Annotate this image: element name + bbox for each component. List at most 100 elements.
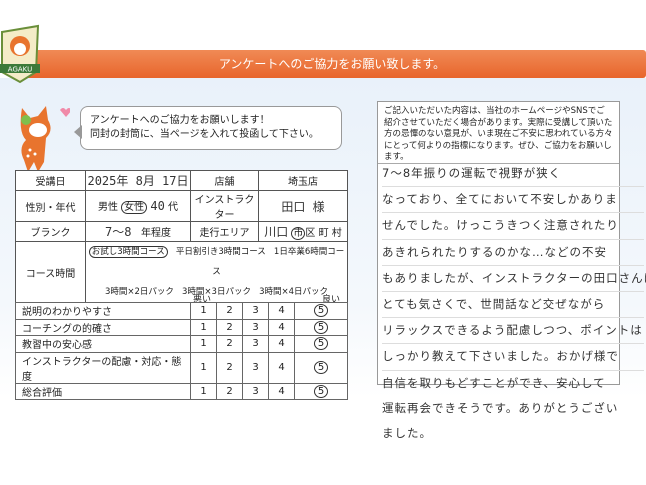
rating-number: 1	[200, 362, 207, 373]
rating-option: 2	[216, 318, 244, 336]
rating-number: 4	[278, 321, 285, 333]
rating-number: 4	[278, 385, 285, 397]
comment-line: とても気さくで、世間話など交ぜながら	[382, 292, 644, 319]
rating-row: 説明のわかりやすさ 1 2 3 4 5	[15, 302, 348, 320]
rating-option: 1	[189, 302, 218, 320]
rating-option: 5	[294, 302, 348, 320]
rating-label: インストラクターの配慮・対応・態度	[15, 351, 191, 384]
rating-option: 3	[242, 382, 270, 400]
course-option: 3時間×2日パック	[104, 287, 174, 297]
svg-text:AGAKU: AGAKU	[8, 66, 32, 74]
course-label: コース時間	[15, 241, 86, 303]
handwritten-comment: 7～8年振りの運転で視野が狭く なっており、全てにおいて不安しかありま せんでした。…	[382, 161, 646, 446]
city-option-circled: 市	[291, 227, 306, 240]
scale-high-label: 良い	[322, 295, 341, 305]
rating-option: 3	[242, 318, 270, 336]
course-option: 平日割引き3時間コース	[175, 247, 266, 257]
rating-number: 3	[252, 362, 259, 373]
rating-number: 4	[278, 305, 285, 317]
rating-number: 1	[200, 338, 207, 350]
course-option: 3時間×3日パック	[182, 287, 251, 297]
course-option: 1日卒業6時間コース	[212, 247, 345, 277]
rating-number: 1	[200, 321, 207, 333]
rating-label: 教習中の安心感	[15, 335, 191, 353]
rating-option: 5	[294, 351, 348, 384]
rating-option: 5	[294, 382, 348, 400]
female-option-circled: 女性	[121, 201, 148, 214]
store-value: 埼玉店	[258, 170, 348, 191]
rating-number: 2	[226, 338, 233, 350]
rating-number: 1	[200, 385, 207, 397]
date-value: 2025年 8月 17日	[85, 170, 191, 191]
gender-age-value: 男性 女性 40 代	[85, 190, 191, 222]
rating-row: インストラクターの配慮・対応・態度 1 2 3 4 5	[15, 351, 348, 384]
scale-low-label: 悪い	[193, 295, 212, 305]
selected-rating: 5	[314, 361, 329, 374]
deer-mascot-icon	[20, 106, 70, 172]
ratings-table: 説明のわかりやすさ 1 2 3 4 5 コーチングの的確さ 1 2 3 4 5 教習中の安心感 1 2 3 4 5…	[15, 302, 348, 400]
comment-line: もありましたが、インストラクターの田口さんは	[382, 266, 646, 293]
rating-row: 教習中の安心感 1 2 3 4 5	[15, 335, 348, 353]
instructor-label: インストラクター	[190, 190, 259, 222]
comment-line: しっかり教えて下さいました。おかげ様で	[382, 344, 644, 371]
rating-option: 4	[268, 335, 296, 353]
area-other-options: 区 町 村	[305, 228, 342, 239]
selected-rating: 5	[314, 304, 329, 318]
blank-years: 7～8	[105, 225, 132, 239]
comment-line: 自信を取りもどすことができ、安心して	[382, 375, 606, 390]
selected-rating: 5	[314, 384, 329, 398]
rating-number: 3	[252, 305, 259, 317]
store-label: 店舗	[190, 170, 259, 191]
rating-option: 1	[189, 351, 218, 384]
rating-option: 3	[242, 351, 270, 384]
rating-option: 2	[216, 351, 244, 384]
logo-deer-badge-icon: AGAKU	[0, 24, 40, 84]
rating-option: 5	[294, 335, 348, 353]
rating-number: 2	[226, 305, 233, 317]
selected-rating: 5	[314, 320, 329, 334]
male-option: 男性	[97, 202, 118, 213]
comment-line: なっており、全てにおいて不安しかありま	[382, 187, 644, 214]
rating-option: 1	[189, 318, 218, 336]
rating-label: コーチングの的確さ	[15, 318, 191, 336]
comment-line: あきれられたりするのかな…などの不安	[382, 240, 644, 266]
comment-line: ました。	[382, 426, 432, 441]
rating-option: 4	[268, 302, 296, 320]
rating-option: 1	[189, 382, 218, 400]
area-name: 川口	[264, 225, 289, 239]
rating-label: 総合評価	[15, 382, 191, 400]
rating-option: 3	[242, 302, 270, 320]
comment-line: せんでした。けっこうきつく注意されたり	[382, 213, 644, 240]
area-label: 走行エリア	[190, 221, 259, 242]
area-value: 川口 市区 町 村	[258, 221, 348, 242]
age-suffix: 代	[168, 202, 178, 213]
rating-option: 3	[242, 335, 270, 353]
rating-number: 2	[226, 362, 233, 373]
rating-number: 3	[252, 321, 259, 333]
rating-option: 1	[189, 335, 218, 353]
header-banner: アンケートへのご協力をお願い致します。	[18, 50, 646, 78]
notice-text: ご記入いただいた内容は、当社のホームページやSNSでご紹介させていただく場合があ…	[378, 102, 619, 164]
instructor-value: 田口 様	[258, 190, 348, 222]
rating-number: 3	[252, 385, 259, 397]
course-option: 3時間×4日パック	[259, 287, 329, 297]
comment-line: 7～8年振りの運転で視野が狭く	[382, 161, 644, 188]
comment-line: 運転再会できそうです。ありがとうござい	[382, 400, 619, 415]
rating-row: 総合評価 1 2 3 4 5	[15, 382, 348, 400]
bubble-line-2: 同封の封筒に、当ページを入れて投函して下さい。	[90, 129, 319, 140]
rating-option: 2	[216, 382, 244, 400]
selected-rating: 5	[314, 337, 329, 351]
rating-number: 1	[200, 305, 207, 317]
rating-option: 4	[268, 318, 296, 336]
course-option-circled: お試し3時間コース	[88, 246, 168, 258]
rating-label: 説明のわかりやすさ	[15, 302, 191, 320]
rating-number: 3	[252, 338, 259, 350]
rating-option: 4	[268, 351, 296, 384]
age-value: 40	[150, 199, 165, 213]
rating-option: 5	[294, 318, 348, 336]
blank-suffix: 年程度	[141, 228, 171, 239]
comment-box: ご記入いただいた内容は、当社のホームページやSNSでご紹介させていただく場合があ…	[377, 101, 620, 385]
rating-option: 4	[268, 382, 296, 400]
rating-option: 2	[216, 335, 244, 353]
rating-number: 4	[278, 362, 285, 373]
